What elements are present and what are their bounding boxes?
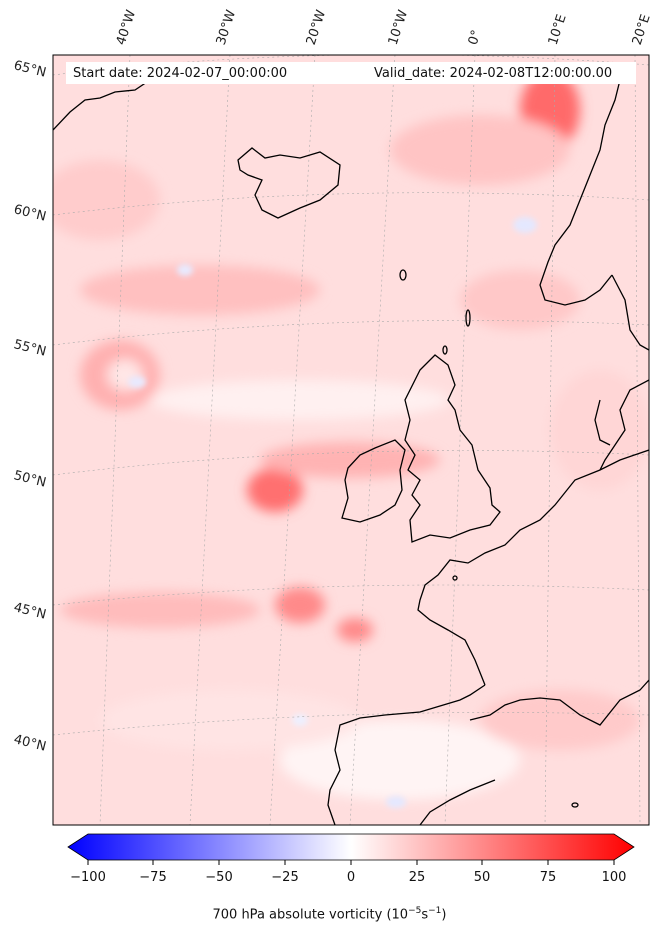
graticule: [53, 55, 649, 825]
colorbar-tick-label: 50: [473, 870, 491, 885]
colorbar: [67, 833, 635, 865]
map-area: [53, 55, 649, 825]
coastlines: [53, 69, 649, 825]
colorbar-label: 700 hPa absolute vorticity (10−5s−1): [212, 906, 447, 923]
colorbar-tick-label: 75: [539, 870, 557, 885]
colorbar-tick-label: −100: [70, 870, 106, 885]
colorbar-tick-label: −25: [271, 870, 299, 885]
colorbar-tick-label: 100: [601, 870, 627, 885]
map-frame: [52, 54, 650, 826]
colorbar-tick-label: 0: [346, 870, 356, 885]
start-date-text: Start date: 2024-02-07_00:00:00: [73, 66, 288, 81]
colorbar-tick-label: −50: [205, 870, 233, 885]
vorticity-field: [53, 70, 649, 800]
colorbar-tick-label: −75: [139, 870, 167, 885]
valid-date-text: Valid_date: 2024-02-08T12:00:00.00: [374, 66, 613, 81]
header-box: [66, 62, 636, 84]
colorbar-tick-label: 25: [408, 870, 426, 885]
